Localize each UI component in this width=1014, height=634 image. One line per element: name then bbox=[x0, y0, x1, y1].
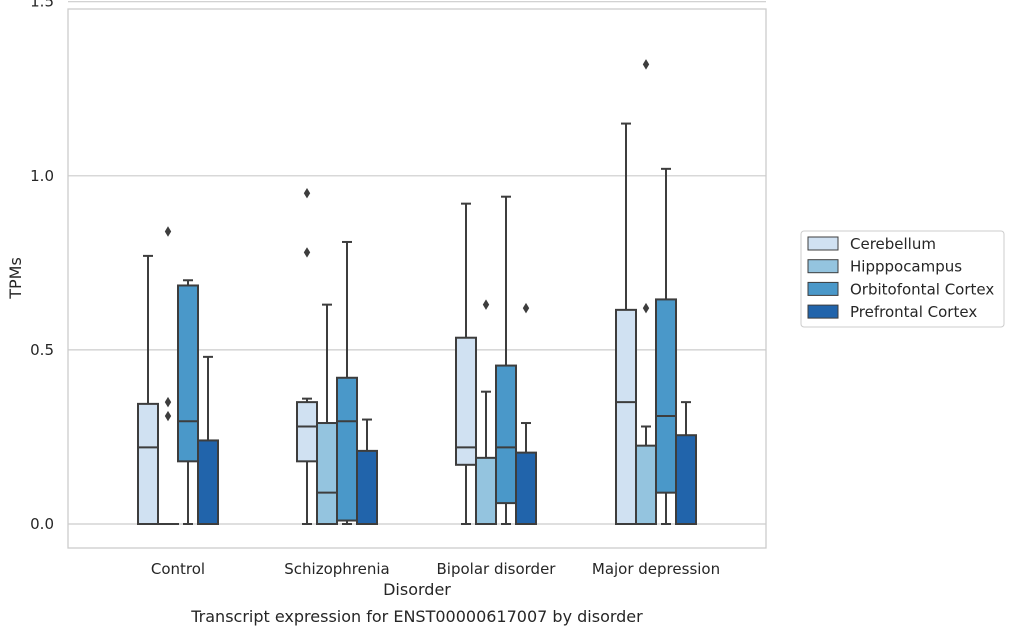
legend-frame bbox=[800, 230, 1005, 328]
box-prefrontal-cortex bbox=[515, 451, 537, 525]
y-tick-label: 0.0 bbox=[30, 515, 54, 533]
x-tick-label: Bipolar disorder bbox=[437, 560, 557, 578]
y-tick-label: 1.5 bbox=[30, 0, 54, 11]
outlier-point-prefrontal-cortex bbox=[522, 302, 530, 314]
box-hipppocampus bbox=[635, 444, 657, 525]
box-hipppocampus bbox=[475, 456, 497, 526]
legend-label: Orbitofontal Cortex bbox=[850, 280, 994, 298]
outlier-point-hipppocampus bbox=[482, 299, 490, 310]
y-tick-label: 0.5 bbox=[30, 341, 54, 359]
y-tick-label: 1.0 bbox=[30, 167, 54, 185]
outlier-point-hipppocampus bbox=[164, 410, 172, 422]
outlier-point-hipppocampus bbox=[164, 226, 172, 237]
box-cerebellum bbox=[137, 402, 159, 525]
legend-swatch bbox=[807, 281, 839, 296]
box-orbitofontal-cortex bbox=[655, 298, 677, 494]
box-cerebellum bbox=[615, 308, 637, 525]
box-prefrontal-cortex bbox=[356, 449, 378, 525]
box-prefrontal-cortex bbox=[675, 434, 697, 526]
legend-swatch bbox=[807, 236, 839, 251]
box-hipppocampus bbox=[316, 422, 338, 525]
legend-label: Cerebellum bbox=[850, 235, 936, 253]
legend-swatch bbox=[807, 304, 839, 319]
y-tick-labels: 0.00.51.01.52.02.5 bbox=[30, 0, 54, 533]
box-prefrontal-cortex bbox=[197, 439, 219, 526]
box-orbitofontal-cortex bbox=[336, 376, 358, 522]
y-axis-label: TPMs bbox=[6, 257, 25, 300]
x-tick-labels: Control Schizophrenia Bipolar disorder Majo… bbox=[151, 560, 720, 578]
x-tick-label: Major depression bbox=[592, 560, 720, 578]
x-axis-label: Disorder bbox=[383, 580, 451, 599]
box-cerebellum bbox=[455, 336, 477, 466]
box-series bbox=[137, 59, 697, 526]
x-tick-label: Control bbox=[151, 560, 205, 578]
plot-frame bbox=[67, 8, 767, 549]
x-tick-label: Schizophrenia bbox=[284, 560, 389, 578]
outlier-point-hipppocampus bbox=[642, 59, 650, 70]
legend-label: Prefrontal Cortex bbox=[850, 303, 977, 321]
box-orbitofontal-cortex bbox=[495, 364, 517, 505]
legend: Cerebellum Hipppocampus Orbitofontal Corte… bbox=[800, 230, 1005, 328]
legend-label: Hipppocampus bbox=[850, 258, 962, 276]
legend-swatch bbox=[807, 259, 839, 274]
outlier-point-cerebellum bbox=[303, 188, 311, 199]
outlier-point-hipppocampus bbox=[642, 302, 650, 314]
chart-caption: Transcript expression for ENST0000061700… bbox=[190, 607, 643, 626]
outlier-point-cerebellum bbox=[303, 247, 311, 258]
box-cerebellum bbox=[296, 401, 318, 463]
outlier-point-hipppocampus bbox=[164, 396, 172, 408]
box-orbitofontal-cortex bbox=[177, 284, 199, 463]
